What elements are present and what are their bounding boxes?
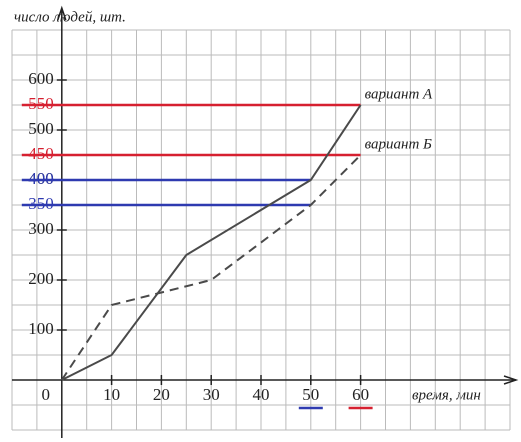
x-tick-label: 20 (153, 385, 170, 404)
y-tick-label: 400 (28, 169, 54, 188)
reference-label: 400 (28, 169, 54, 188)
reference-label: 350 (28, 194, 54, 213)
y-tick-label: 600 (28, 69, 54, 88)
series-label: вариант А (365, 86, 433, 102)
x-tick-label: 50 (302, 385, 319, 404)
y-tick-label: 200 (28, 269, 54, 288)
series-line (60, 154, 362, 381)
y-axis-label: число людей, шт. (14, 9, 126, 25)
x-tick-label: 40 (253, 385, 270, 404)
reference-label: 550 (28, 94, 54, 113)
y-tick-label: 300 (28, 219, 54, 238)
y-tick-label: 500 (28, 119, 54, 138)
x-tick-label: 0 (42, 385, 51, 404)
x-axis-label: время, мин (412, 387, 481, 403)
x-tick-label: 60 (352, 385, 369, 404)
reference-label: 450 (28, 144, 54, 163)
series-label: вариант Б (365, 136, 432, 152)
y-tick-label: 100 (28, 319, 54, 338)
x-axis-arrow (503, 375, 519, 385)
series-line (61, 104, 362, 381)
x-tick-label: 10 (103, 385, 120, 404)
x-tick-label: 30 (203, 385, 220, 404)
y-axis-arrow (57, 5, 67, 21)
